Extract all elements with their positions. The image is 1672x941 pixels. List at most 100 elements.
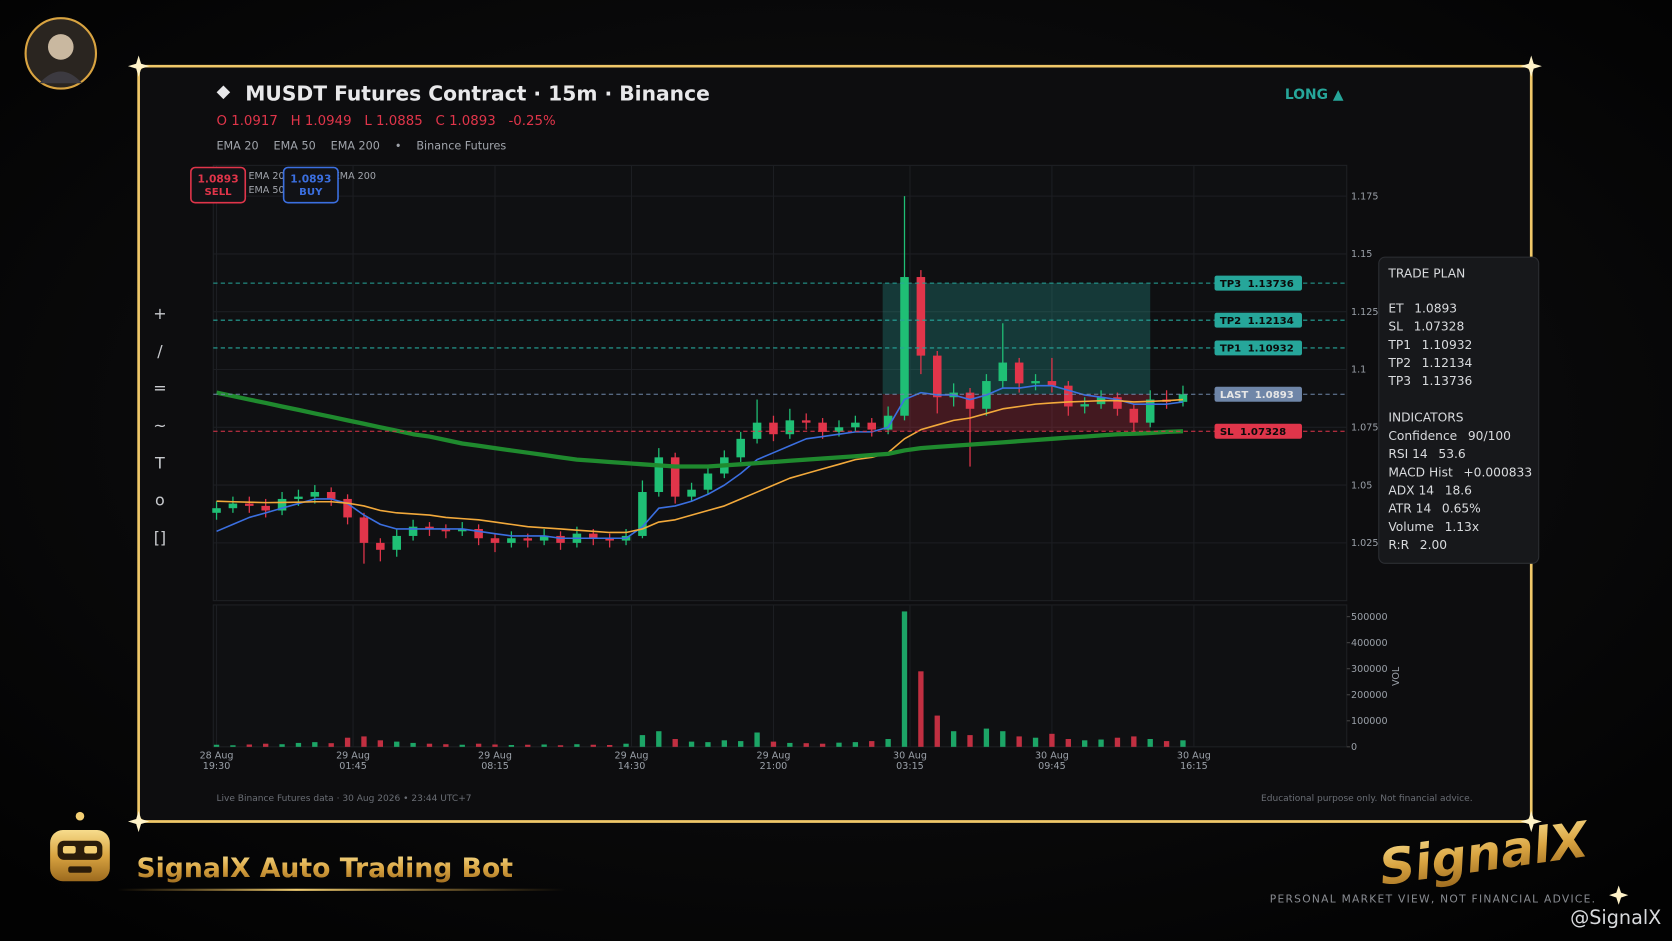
volume-bar — [901, 611, 908, 747]
sparkle — [1520, 55, 1542, 77]
bot-icon — [50, 811, 110, 882]
sell-button[interactable] — [190, 166, 247, 204]
volume-tick-label: 100000 — [1351, 716, 1388, 727]
candle-body — [212, 508, 221, 513]
volume-bar — [525, 744, 531, 747]
x-tick-date: 28 Aug — [200, 751, 234, 762]
level-value: 1.10932 — [1248, 344, 1294, 355]
indicator-value: 18.6 — [1445, 484, 1472, 498]
x-tick-label: 30 Aug 03:15 — [893, 751, 927, 773]
candle-body — [818, 422, 827, 432]
volume-bar — [394, 741, 400, 747]
volume-bar — [1032, 737, 1039, 747]
level-name: TP2 — [1220, 316, 1241, 327]
level-tag-text: LAST 1.0893 — [1220, 390, 1294, 401]
indicator-label: ADX 14 — [1388, 484, 1434, 498]
volume-bar — [328, 743, 334, 747]
volume-bar — [590, 744, 596, 747]
indicator-value: 90/100 — [1468, 429, 1511, 443]
buy-button[interactable] — [282, 166, 339, 204]
robot-antenna-tip — [75, 811, 85, 821]
x-tick-time: 03:15 — [896, 761, 924, 772]
volume-bar — [213, 744, 220, 747]
volume-bar — [295, 742, 302, 747]
level-tag-text: TP3 1.13736 — [1220, 279, 1294, 290]
volume-bar — [246, 744, 252, 747]
candle-body — [294, 496, 303, 499]
candle-body — [654, 457, 664, 493]
volume-bar — [312, 742, 318, 747]
tool-button[interactable]: + — [153, 304, 166, 323]
volume-bar — [1147, 739, 1153, 747]
x-tick-time: 09:45 — [1038, 761, 1066, 772]
indicators-title: INDICATORS — [1388, 410, 1463, 424]
candle-body — [736, 438, 745, 458]
volume-bar — [459, 744, 465, 747]
volume-bar — [1163, 741, 1170, 747]
x-tick-time: 21:00 — [760, 761, 788, 772]
volume-bar — [475, 743, 482, 747]
ohlc-label: H — [291, 114, 301, 129]
volume-bar — [1065, 739, 1071, 747]
volume-bar — [934, 715, 940, 747]
ohlc-value: 1.0949 — [305, 114, 352, 129]
tool-button[interactable]: o — [155, 491, 165, 510]
x-tick-date: 30 Aug — [1035, 751, 1069, 762]
level-tag-text: SL 1.07328 — [1220, 427, 1286, 438]
candle-body — [998, 362, 1008, 382]
level-value: 1.12134 — [1248, 316, 1294, 327]
avatar-face — [47, 34, 74, 60]
legend-separator: • — [395, 139, 402, 152]
candle-body — [310, 492, 320, 497]
candle-body — [801, 420, 811, 423]
candle-body — [1031, 381, 1040, 384]
volume-bar — [836, 742, 842, 747]
candle-body — [1014, 362, 1024, 384]
footer-right: Educational purpose only. Not financial … — [1261, 794, 1473, 804]
x-tick-label: 29 Aug 08:15 — [478, 751, 512, 773]
volume-axis-label: VOL — [1391, 666, 1402, 686]
volume-bar — [443, 744, 449, 747]
tool-button[interactable]: / — [157, 341, 163, 360]
x-tick-label: 30 Aug 16:15 — [1177, 751, 1211, 773]
ohlc-line: O 1.0917 H 1.0949 L 1.0885 C 1.0893 -0.25% — [216, 114, 555, 129]
plan-level-label: TP3 — [1387, 374, 1411, 388]
volume-bar — [426, 743, 433, 747]
volume-bar — [377, 740, 384, 747]
volume-bar — [263, 743, 269, 747]
plan-level-value: 1.12134 — [1422, 356, 1473, 370]
title-diamond — [216, 85, 231, 100]
volume-bar — [1000, 731, 1006, 747]
volume-bar — [508, 745, 515, 747]
indicator: Volume 1.13x — [1388, 520, 1479, 534]
x-tick-label: 29 Aug 21:00 — [757, 751, 791, 773]
level-value: 1.0893 — [1255, 390, 1294, 401]
tool-button[interactable]: T — [154, 453, 165, 472]
frame-sparkles — [127, 55, 1629, 905]
candle-body — [474, 528, 483, 539]
volume-bar — [1180, 740, 1186, 747]
candle-body — [933, 355, 942, 398]
candle-body — [277, 498, 287, 511]
y-tick-label: 1.15 — [1351, 249, 1372, 260]
buy-price: 1.0893 — [290, 172, 331, 185]
tool-button[interactable]: = — [153, 379, 166, 398]
volume-panel — [212, 604, 1348, 748]
candle-body — [851, 422, 860, 428]
volume-bar — [967, 735, 973, 747]
x-tick-date: 30 Aug — [1177, 751, 1211, 762]
candle-body — [589, 533, 598, 539]
volume-bar — [1049, 733, 1055, 747]
volume-bar — [656, 731, 662, 747]
brand-tagline: PERSONAL MARKET VIEW, NOT FINANCIAL ADVI… — [1270, 893, 1597, 906]
tool-button[interactable]: ~ — [153, 416, 166, 435]
x-tick-date: 29 Aug — [757, 751, 791, 762]
level-name: TP3 — [1220, 279, 1241, 290]
indicator-label: ATR 14 — [1388, 502, 1431, 516]
tool-button[interactable]: [] — [154, 528, 166, 547]
candle-body — [638, 492, 647, 536]
volume-bar — [918, 671, 924, 747]
y-tick-label: 1.075 — [1351, 422, 1378, 433]
